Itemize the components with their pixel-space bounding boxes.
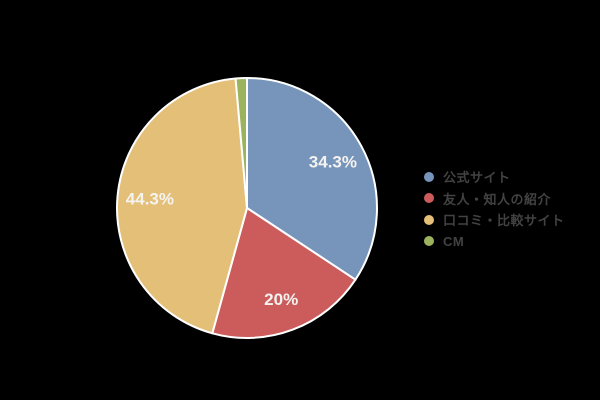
legend-marker-icon	[424, 236, 434, 247]
pie-slice-friend-referral	[211, 207, 357, 339]
legend-label-cm: CM	[443, 233, 465, 249]
legend-label-official-site: 公式サイト	[443, 170, 511, 186]
slice-label-friend-referral: 20%	[264, 290, 298, 309]
slice-label-review-comparison-site: 44.3%	[126, 190, 174, 209]
pie-slice-review-comparison-site	[116, 77, 248, 335]
legend-item-review-comparison-site: 口コミ・比較サイト	[424, 209, 565, 231]
legend-label-friend-referral: 友人・知人の紹介	[443, 191, 552, 207]
legend-marker-icon	[424, 214, 434, 225]
legend-item-official-site: 公式サイト	[424, 166, 565, 188]
legend-label-review-comparison-site: 口コミ・比較サイト	[443, 213, 565, 229]
legend-item-friend-referral: 友人・知人の紹介	[424, 188, 565, 210]
legend-item-cm: CM	[424, 231, 565, 253]
chart-legend: 公式サイト友人・知人の紹介 口コミ・比較サイト CM	[424, 166, 565, 252]
slice-label-official-site: 34.3%	[309, 152, 357, 171]
legend-marker-icon	[424, 193, 434, 204]
legend-marker-icon	[424, 171, 434, 182]
pie-slice-cm	[234, 76, 248, 209]
